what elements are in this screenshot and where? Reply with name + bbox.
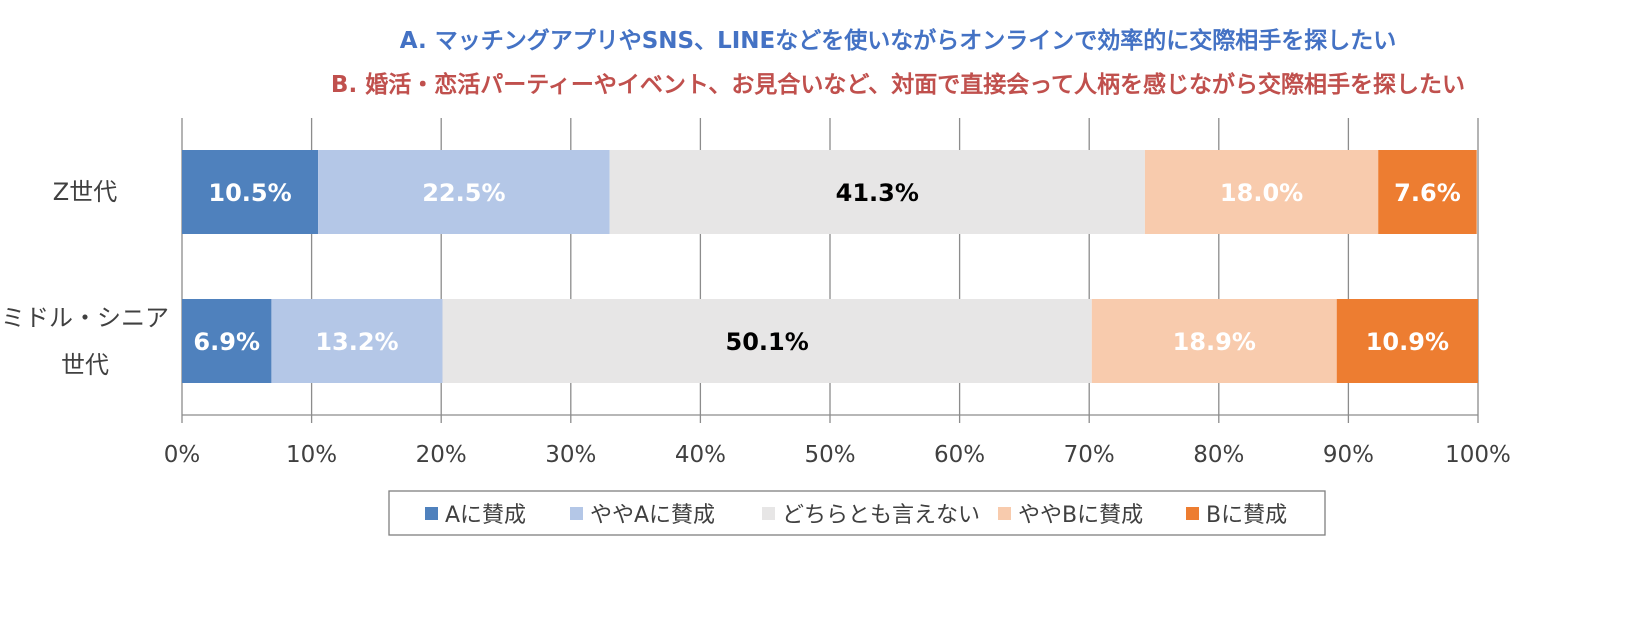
data-label: 10.5%	[208, 179, 291, 207]
legend-label: ややBに賛成	[1018, 503, 1143, 528]
x-tick-label: 0%	[164, 442, 201, 468]
bar-segment	[318, 150, 610, 234]
legend-label: ややAに賛成	[590, 503, 715, 528]
x-tick-label: 50%	[804, 442, 855, 468]
legend-label: どちらとも言えない	[782, 503, 980, 528]
x-tick-label: 60%	[934, 442, 985, 468]
legend-swatch	[762, 507, 775, 520]
bar-segment	[271, 299, 443, 383]
bar-segment	[609, 150, 1145, 234]
x-tick-label: 30%	[545, 442, 596, 468]
legend-box	[388, 490, 1326, 536]
category-label: 世代	[61, 351, 109, 379]
data-label: 18.0%	[1220, 179, 1303, 207]
data-label: 10.9%	[1366, 328, 1449, 356]
data-label: 7.6%	[1394, 179, 1461, 207]
bar-segment	[1336, 299, 1478, 383]
x-tick-label: 90%	[1323, 442, 1374, 468]
data-label: 22.5%	[422, 179, 505, 207]
category-label: ミドル・シニア	[1, 304, 169, 332]
x-tick-label: 40%	[675, 442, 726, 468]
title-line-b: B. 婚活・恋活パーティーやイベント、お見合いなど、対面で直接会って人柄を感じな…	[331, 71, 1465, 98]
data-labels: 10.5% 22.5% 41.3% 18.0% 7.6% 6.9% 13.2% 50.1% 18…	[193, 179, 1460, 356]
x-axis: 0% 10% 20% 30% 40% 50% 60% 70% 80% 90% 100%	[164, 414, 1511, 468]
data-label: 13.2%	[315, 328, 398, 356]
data-label: 50.1%	[726, 328, 809, 356]
legend-swatch	[998, 507, 1011, 520]
legend-swatch	[425, 507, 438, 520]
x-tick-label: 70%	[1064, 442, 1115, 468]
x-tick-label: 100%	[1445, 442, 1511, 468]
title-line-a: A. マッチングアプリやSNS、LINEなどを使いながらオンラインで効率的に交際…	[400, 27, 1397, 54]
legend-label: Aに賛成	[445, 503, 526, 528]
legend: Aに賛成 ややAに賛成 どちらとも言えない ややBに賛成 Bに賛成	[388, 490, 1326, 536]
data-label: 41.3%	[836, 179, 919, 207]
x-tick-label: 80%	[1193, 442, 1244, 468]
x-tick-label: 10%	[286, 442, 337, 468]
bar-segment	[442, 299, 1092, 383]
data-label: 6.9%	[193, 328, 260, 356]
category-label: Z世代	[53, 178, 117, 206]
legend-swatch	[1186, 507, 1199, 520]
chart-title: A. マッチングアプリやSNS、LINEなどを使いながらオンラインで効率的に交際…	[331, 27, 1465, 98]
data-label: 18.9%	[1173, 328, 1256, 356]
legend-swatch	[570, 507, 583, 520]
bar-segment	[1144, 150, 1379, 234]
bar-segment	[1378, 150, 1477, 234]
bar-segment	[182, 299, 272, 383]
legend-label: Bに賛成	[1206, 503, 1287, 528]
bars	[182, 150, 1478, 383]
x-tick-label: 20%	[416, 442, 467, 468]
bar-segment	[1091, 299, 1337, 383]
bar-segment	[182, 150, 319, 234]
